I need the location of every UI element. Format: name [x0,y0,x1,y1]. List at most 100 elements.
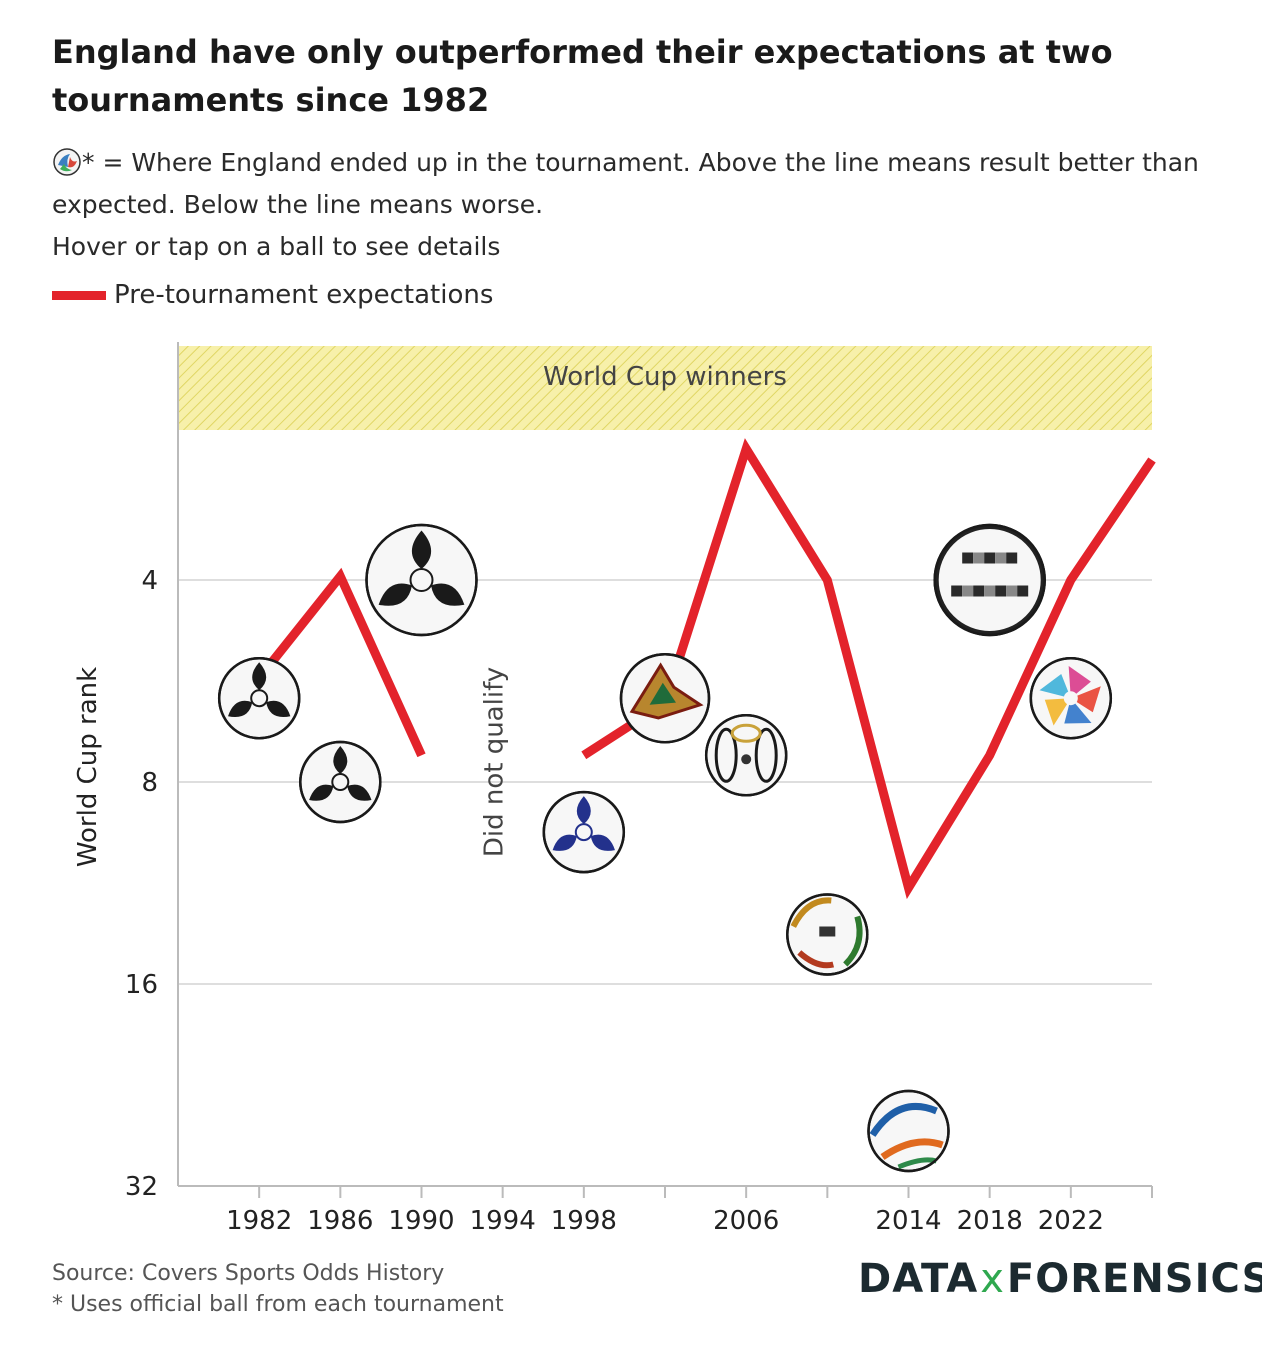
ball-panel [754,727,778,783]
ytick-label-32: 32 [125,1172,158,1202]
ball-inline-icon [53,148,81,176]
xtick-label-1986: 1986 [307,1206,373,1236]
tango-ball-icon [217,656,301,740]
ball-center-ring [409,568,434,592]
ball-arrow [1068,665,1091,699]
ball-triad [333,746,348,774]
ball-spot [413,602,430,619]
source-note: Source: Covers Sports Odds History [52,1261,445,1286]
ball-pixel [962,585,974,597]
ball-triad [576,796,591,825]
ball-logo [741,754,752,765]
al-rihla-ball-icon [1029,656,1113,740]
ball-outline [704,714,788,797]
legend-label: Pre-tournament expectations [114,280,494,310]
legend: Pre-tournament expectations [52,280,493,310]
ball-triad [378,583,412,606]
page-title: England have only outperformed their exp… [52,33,1113,119]
footer: Source: Covers Sports Odds History * Use… [52,1258,504,1320]
xtick-label-1982: 1982 [226,1206,292,1236]
ball-center-ring [331,773,350,791]
ball-triad [552,834,577,851]
ball-triad [411,530,432,569]
etrusco-ball-icon [365,523,478,637]
ball-spot [353,765,366,777]
ball-triad [309,784,334,801]
ball-triad [252,662,267,691]
ball-outline [786,893,869,976]
ball-swirl [843,915,863,967]
ball-pixel [1006,585,1018,597]
ball-wave [869,1102,938,1137]
ball-center-ring [250,689,269,708]
teamgeist-ball-icon [704,714,788,797]
winners-band [178,346,1152,430]
xtick-label-2014: 2014 [875,1206,941,1236]
ball-spot [315,765,328,777]
ball-triad [431,583,465,606]
ytick-label-16: 16 [125,970,158,1000]
ball-triad [590,834,615,851]
ball-pixel [1006,552,1018,564]
telstar-ball-icon [933,523,1046,637]
ball-arrow [1070,686,1101,713]
logo-left: DATA [858,1256,979,1302]
ball-pixel [973,585,985,597]
ball-logo [819,926,836,937]
ball-outline [217,656,301,740]
did-not-qualify-label: Did not qualify [480,667,510,857]
winners-band-label: World Cup winners [543,362,787,392]
ytick-label-4: 4 [141,566,158,596]
ball-spot [272,681,285,694]
ball-rim [934,525,1045,635]
xtick-label-2018: 2018 [957,1206,1023,1236]
ball-outline [542,790,626,874]
logo-x: x [980,1256,1005,1302]
xtick-label-2006: 2006 [713,1206,779,1236]
ball-arrow [1039,673,1071,699]
ball-triad [347,784,372,801]
azteca-ball-icon [299,740,382,824]
fevernova-ball-icon [619,652,711,744]
ball-pixel [951,585,963,597]
ball-outline [299,740,382,824]
subtitle-line1: * = Where England ended up in the tourna… [52,148,1199,219]
ball-spot [577,848,590,861]
ball-spot [596,815,609,828]
ball-triad [266,700,291,717]
xtick-label-1994: 1994 [470,1206,536,1236]
chart: World Cup winners 4 8 16 32 1982 1986 1990 1994 1… [73,342,1156,1236]
ball-spot [387,556,404,574]
ball-outline [867,1089,950,1173]
ball-pixel [1017,585,1029,597]
ball-panel-gold [730,723,762,743]
xtick-label-1998: 1998 [551,1206,617,1236]
ball-wave [880,1138,944,1160]
ball-pixel [995,552,1007,564]
ball-note: * Uses official ball from each tournamen… [52,1292,504,1317]
data-forensics-logo: DATAxFORENSICS [858,1256,1262,1302]
xtick-label-2022: 2022 [1038,1206,1104,1236]
brazuca-ball-icon [867,1089,950,1173]
ball-pixel [984,552,996,564]
ball-spot [558,815,571,828]
ball-center [1063,691,1078,706]
logo-right: FORENSICS [1006,1256,1262,1302]
ball-swirl [797,950,835,969]
ball-pixel [973,552,985,564]
jabulani-ball-icon [786,893,869,976]
tricolore-ball-icon [542,790,626,874]
ball-outline [619,652,711,744]
ball-center-ring [574,823,593,842]
ytick-label-8: 8 [141,768,158,798]
ball-triad [228,700,253,717]
ball-spot [439,556,456,574]
legend-swatch [52,290,106,300]
ball-inner [649,682,676,705]
ball-panel [714,727,738,783]
subtitle: * = Where England ended up in the tourna… [52,142,1222,268]
expectation-line-segment-1 [255,567,426,758]
ball-spot [334,798,347,810]
ball-pixel [962,552,974,564]
ball-outline [933,523,1046,637]
